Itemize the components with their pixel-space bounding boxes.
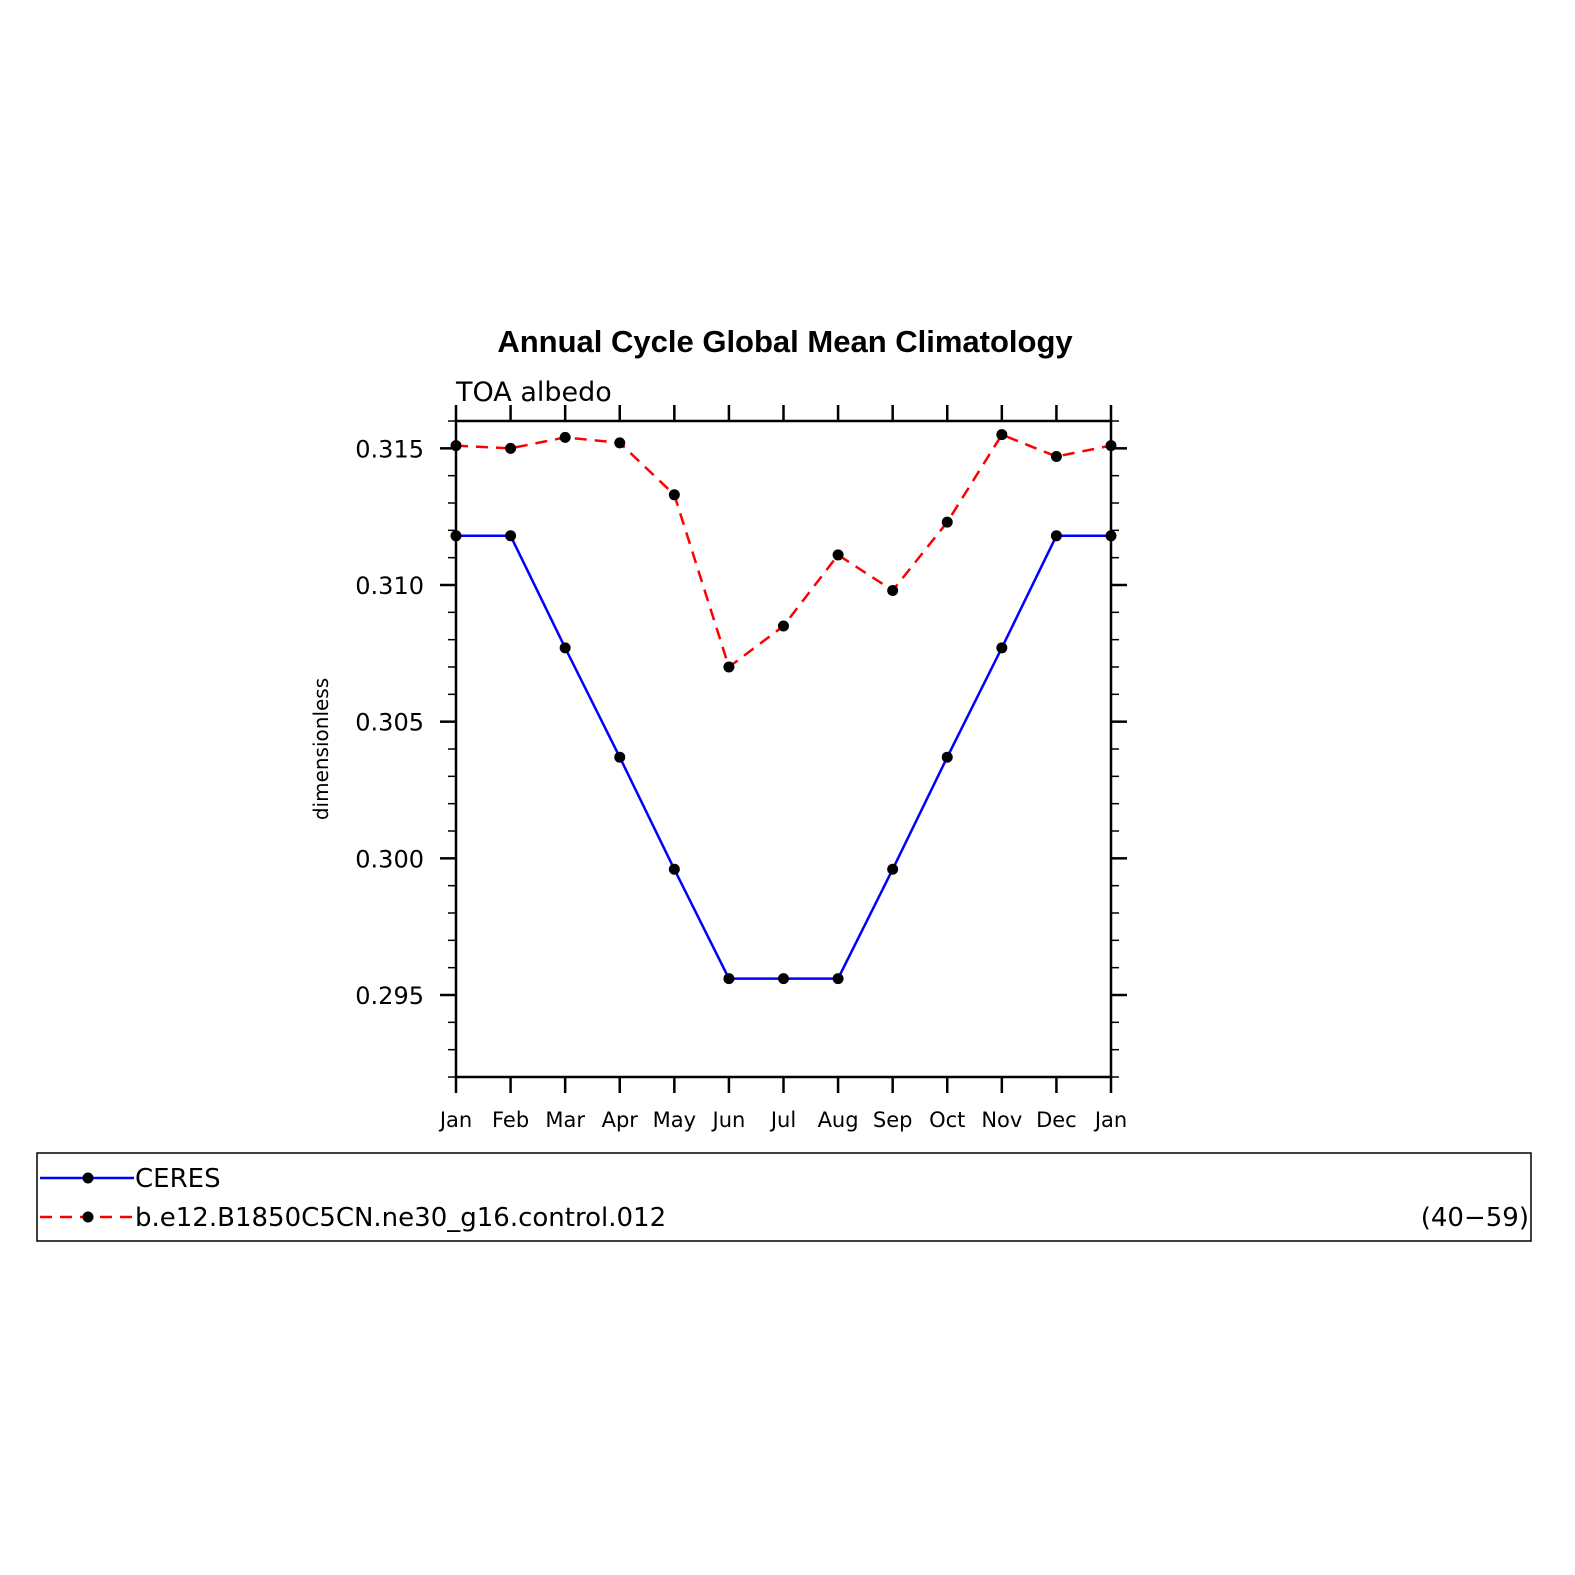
series-point-0 — [450, 530, 462, 542]
y-tick-label: 0.315 — [355, 435, 424, 463]
legend-box — [36, 1152, 1532, 1242]
x-tick-label: Jan — [438, 1108, 472, 1132]
x-tick-label: Jan — [1093, 1108, 1127, 1132]
series-layer — [450, 429, 1117, 985]
series-point-1 — [723, 661, 735, 673]
legend-marker-1 — [82, 1211, 94, 1223]
series-point-0 — [723, 973, 735, 985]
series-point-1 — [887, 584, 899, 596]
series-point-1 — [778, 620, 789, 632]
series-point-1 — [505, 442, 517, 454]
x-tick-label: Feb — [492, 1108, 529, 1132]
series-point-0 — [941, 751, 953, 763]
series-point-0 — [1105, 530, 1117, 542]
series-line-1 — [455, 433, 1112, 670]
x-tick-label: Jun — [711, 1108, 746, 1132]
y-tick-label: 0.305 — [355, 709, 424, 737]
y-tick-label: 0.310 — [355, 572, 424, 600]
x-tick-label: Mar — [545, 1108, 585, 1132]
x-tick-label: May — [653, 1108, 696, 1132]
legend: CERES b.e12.B1850C5CN.ne30_g16.control.01… — [40, 1164, 666, 1233]
series-point-0 — [778, 973, 789, 985]
series-point-0 — [887, 863, 899, 875]
series-point-0 — [614, 751, 626, 763]
series-line-0 — [456, 534, 1111, 980]
series-point-1 — [996, 429, 1008, 441]
legend-label-1: b.e12.B1850C5CN.ne30_g16.control.012 — [135, 1203, 666, 1233]
y-tick-label: 0.300 — [355, 845, 424, 873]
y-axis-label: dimensionless — [309, 678, 333, 820]
series-point-0 — [505, 530, 517, 542]
series-point-1 — [1050, 451, 1062, 463]
axes: Jan Feb Mar Apr May Jun Jul Aug Sep Oct Nov Dec Jan 0… — [355, 405, 1127, 1132]
x-tick-label: Nov — [981, 1108, 1022, 1132]
series-point-0 — [832, 973, 844, 985]
series-point-0 — [996, 642, 1008, 654]
x-tick-label: Apr — [602, 1108, 639, 1132]
x-tick-label: Sep — [873, 1108, 913, 1132]
series-point-1 — [832, 549, 844, 561]
series-point-0 — [559, 642, 571, 654]
x-tick-label: Oct — [929, 1108, 965, 1132]
x-tick-label: Aug — [818, 1108, 859, 1132]
chart-subtitle: TOA albedo — [455, 377, 612, 408]
series-point-1 — [941, 516, 953, 528]
chart-title: Annual Cycle Global Mean Climatology — [497, 324, 1073, 359]
series-point-1 — [614, 437, 626, 449]
x-tick-label: Jul — [769, 1108, 796, 1132]
x-tick-label: Dec — [1036, 1108, 1077, 1132]
series-point-1 — [668, 489, 680, 501]
series-point-0 — [668, 863, 680, 875]
series-point-1 — [450, 440, 462, 452]
y-tick-label: 0.295 — [355, 982, 424, 1010]
legend-label-0: CERES — [135, 1164, 221, 1194]
legend-marker-0 — [82, 1172, 94, 1184]
series-point-1 — [559, 431, 571, 443]
series-point-0 — [1050, 530, 1062, 542]
series-point-1 — [1105, 440, 1117, 452]
legend-note: (40−59) — [1421, 1203, 1529, 1233]
